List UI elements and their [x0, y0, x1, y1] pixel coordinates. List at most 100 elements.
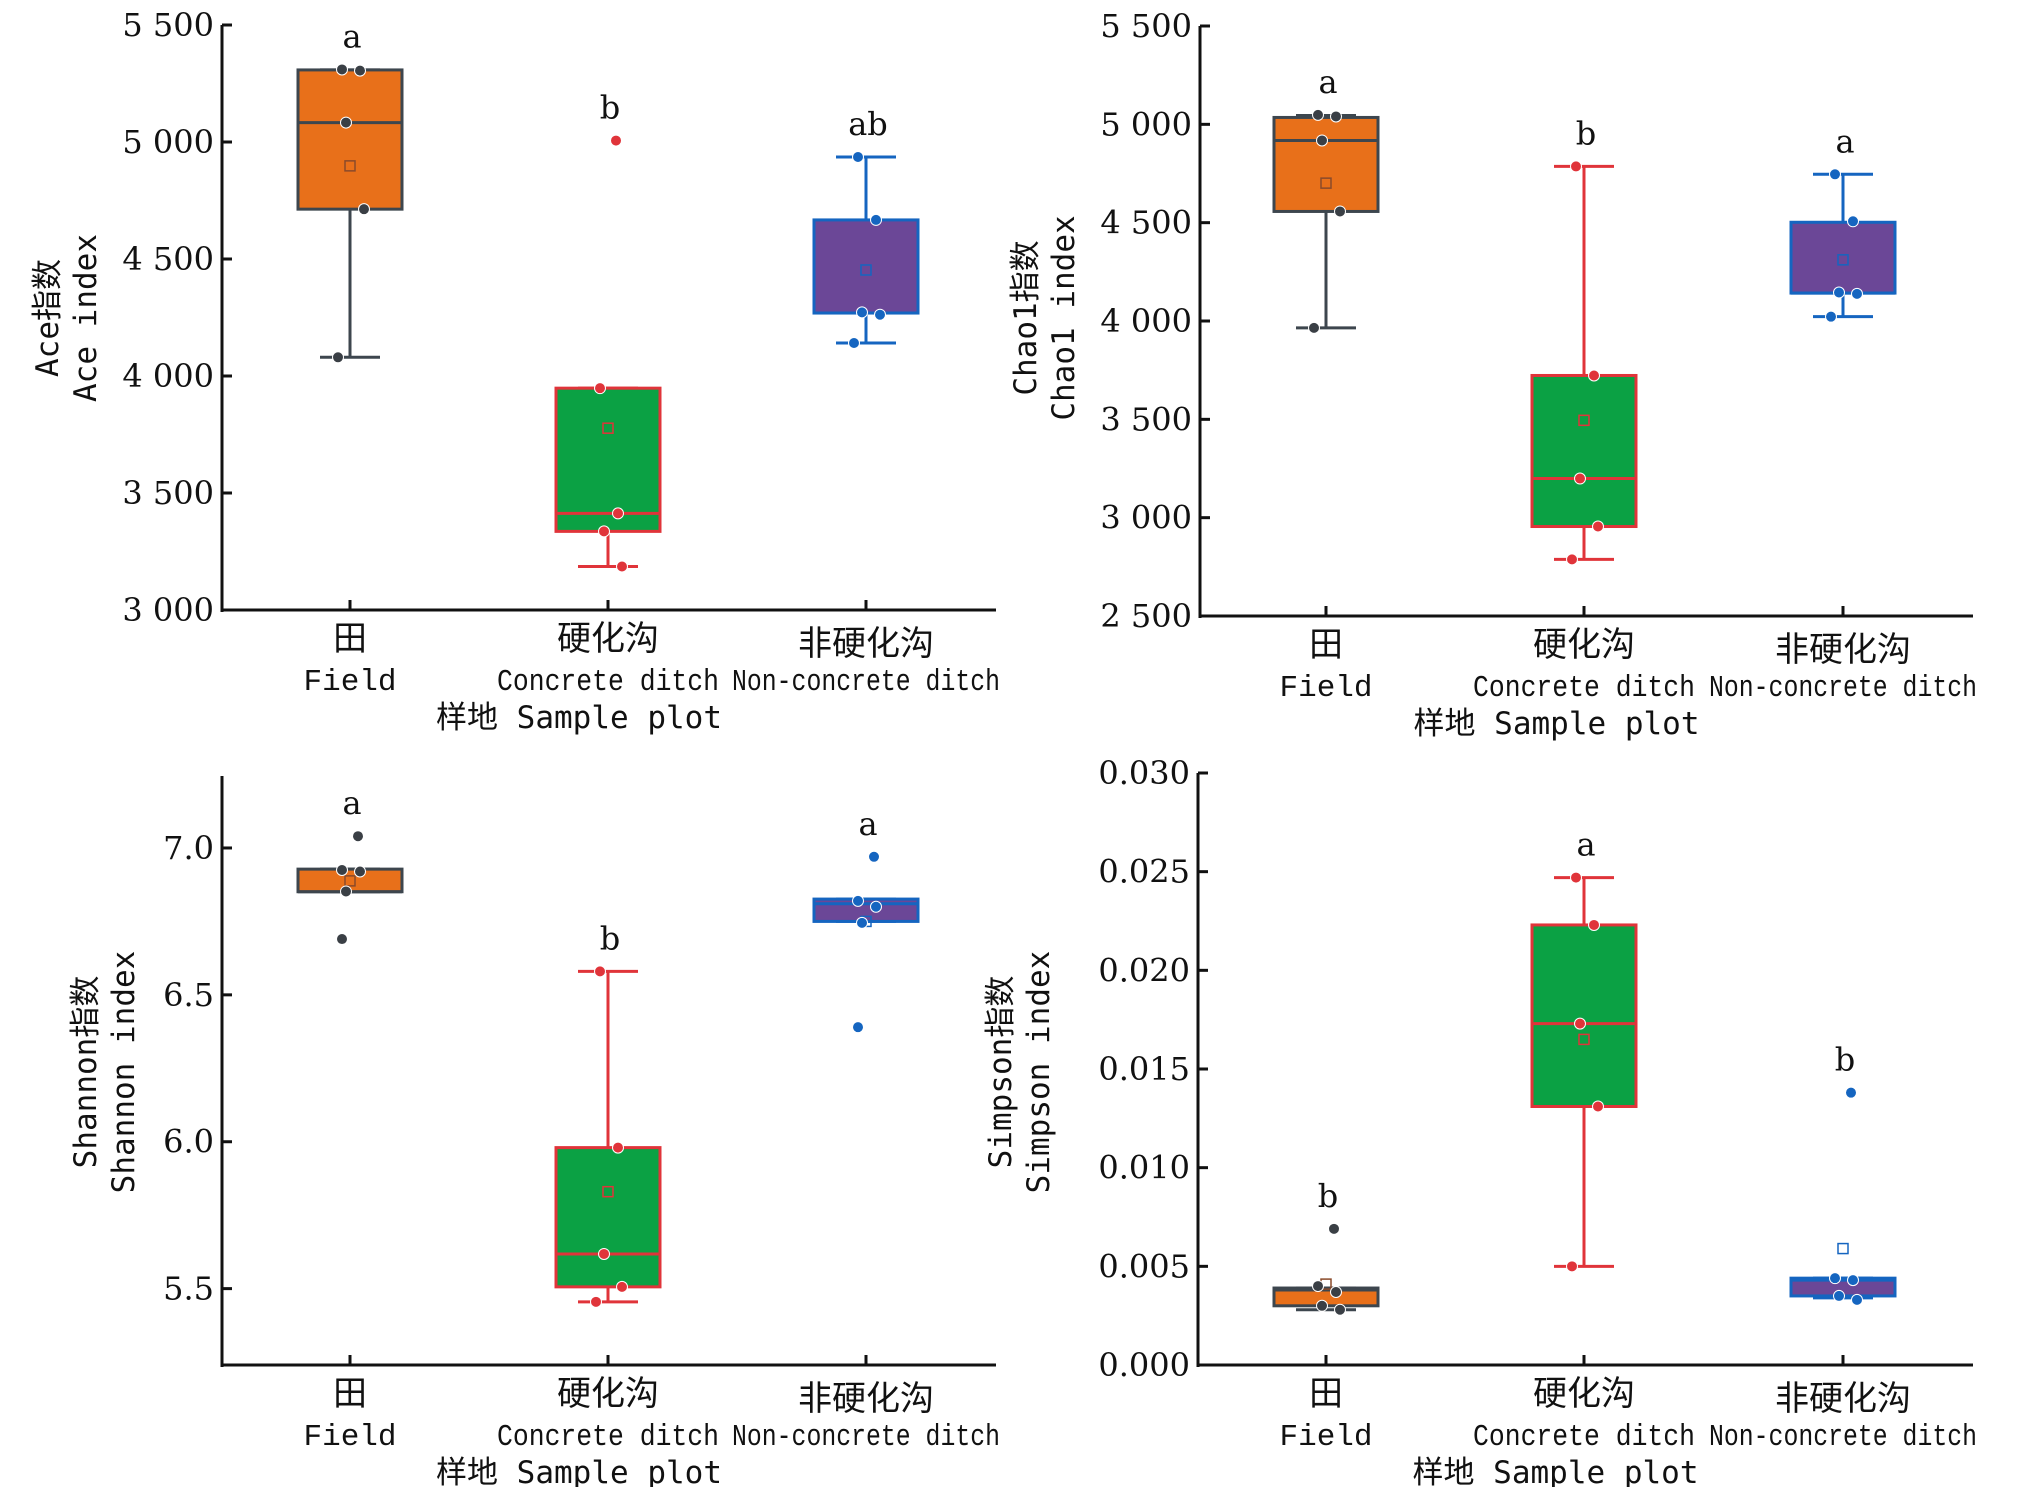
- chart-panel-ace-index: 3 000 3 500 4 000 4 500 5 000 5 500 Ace指数 Ace i…: [30, 6, 1000, 736]
- box-non-concrete-ditch: a: [1789, 122, 1897, 323]
- data-point: [852, 150, 864, 163]
- mean-marker: [1320, 177, 1332, 189]
- box-iqr: [554, 386, 662, 533]
- y-tick-label: 4 000: [122, 357, 214, 395]
- data-point: [336, 864, 348, 877]
- y-tick-label: 5 000: [122, 123, 214, 161]
- y-axis-title-en: Chao1 index: [1046, 215, 1082, 420]
- mean-marker: [1837, 1242, 1849, 1255]
- y-axis-title-cn: Ace指数: [30, 259, 66, 377]
- data-point: [1566, 1260, 1578, 1273]
- data-point: [612, 507, 624, 520]
- significance-letter: a: [342, 784, 361, 822]
- data-point: [594, 965, 606, 978]
- data-point: [1308, 321, 1320, 334]
- significance-letter: b: [600, 89, 620, 127]
- x-tick-label-cn: 非硬化沟: [1775, 1379, 1911, 1419]
- box-iqr: [1789, 220, 1897, 295]
- x-tick-label-en: Field: [303, 1420, 396, 1455]
- significance-letter: a: [1318, 63, 1337, 101]
- x-axis-title: 样地 Sample plot: [436, 700, 722, 736]
- outlier-point: [868, 850, 880, 863]
- data-point: [590, 1295, 602, 1308]
- box-concrete-ditch: b: [554, 919, 662, 1308]
- x-axis-title: 样地 Sample plot: [436, 1455, 722, 1487]
- box-iqr: [1530, 923, 1638, 1108]
- y-axis-title-en: Simpson index: [1021, 951, 1057, 1194]
- x-tick-label-en: Concrete ditch: [1473, 1420, 1695, 1455]
- box-iqr: [1530, 373, 1638, 529]
- box-field: a: [296, 17, 404, 364]
- data-point: [358, 203, 370, 216]
- chart-panel-shannon-index: 5.5 6.0 6.5 7.0 Shannon指数 Shannon index 田 Field…: [68, 776, 1000, 1487]
- box-concrete-ditch: b: [554, 89, 662, 573]
- data-point: [1312, 1280, 1324, 1293]
- x-tick-label-en: Concrete ditch: [497, 1420, 719, 1455]
- y-axis-title-cn: Shannon指数: [68, 976, 104, 1169]
- box-field: a: [296, 784, 404, 946]
- y-tick-label: 4 500: [1100, 204, 1192, 242]
- box-non-concrete-ditch: b: [1789, 1041, 1897, 1306]
- mean-marker: [344, 875, 356, 887]
- box-field: a: [1272, 63, 1380, 334]
- x-axis-title: 样地 Sample plot: [1413, 1455, 1699, 1487]
- y-tick-label: 0.015: [1098, 1050, 1190, 1088]
- x-tick-label-cn: 田: [1309, 625, 1343, 665]
- data-point: [340, 885, 352, 898]
- y-tick-label: 3 500: [122, 474, 214, 512]
- data-point: [1330, 1285, 1342, 1298]
- data-point: [1588, 918, 1600, 931]
- mean-marker: [1578, 414, 1590, 427]
- y-tick-label: 3 000: [122, 591, 214, 629]
- y-tick-label: 4 000: [1100, 302, 1192, 340]
- x-tick-label-cn: 田: [333, 1374, 367, 1414]
- y-axis-title-en: Ace index: [68, 234, 104, 402]
- data-point: [612, 1141, 624, 1154]
- mean-marker: [860, 264, 872, 276]
- y-tick-label: 5.5: [163, 1270, 214, 1308]
- data-point: [1574, 1017, 1586, 1030]
- x-tick-label-en: Non-concrete ditch: [1709, 671, 1977, 706]
- y-tick-label: 5 500: [1100, 7, 1192, 45]
- data-point: [1588, 369, 1600, 382]
- data-point: [1316, 1299, 1328, 1312]
- outlier-point: [352, 830, 364, 843]
- box-iqr: [812, 218, 920, 315]
- y-tick-label: 0.025: [1098, 853, 1190, 891]
- data-point: [1851, 1293, 1863, 1306]
- y-tick-label: 2 500: [1100, 597, 1192, 635]
- data-point: [1570, 871, 1582, 884]
- data-point: [1833, 1289, 1845, 1302]
- y-tick-label: 3 000: [1100, 499, 1192, 537]
- data-point: [354, 64, 366, 77]
- data-point: [1330, 110, 1342, 123]
- y-tick-label: 0.005: [1098, 1247, 1190, 1285]
- chart-panel-chao1-index: 2 500 3 000 3 500 4 000 4 500 5 000 5 500 Chao1…: [1008, 7, 1977, 742]
- data-point: [870, 900, 882, 913]
- significance-letter: ab: [848, 105, 888, 143]
- x-tick-label-cn: 非硬化沟: [1775, 630, 1911, 670]
- y-axis-title-cn: Simpson指数: [983, 976, 1019, 1169]
- outlier-point: [1328, 1222, 1340, 1235]
- mean-marker: [1837, 254, 1849, 266]
- outlier-point: [1845, 1086, 1857, 1099]
- outlier-point: [852, 1021, 864, 1034]
- x-tick-label-cn: 硬化沟: [1533, 625, 1635, 665]
- data-point: [1847, 215, 1859, 228]
- data-point: [852, 894, 864, 907]
- data-point: [848, 337, 860, 350]
- x-tick-label-en: Concrete ditch: [497, 665, 719, 700]
- data-point: [616, 560, 628, 573]
- data-point: [1312, 108, 1324, 121]
- y-axis-title-en: Shannon index: [106, 951, 142, 1194]
- significance-letter: a: [1576, 826, 1595, 864]
- data-point: [594, 382, 606, 395]
- data-point: [1847, 1274, 1859, 1287]
- x-tick-label-cn: 非硬化沟: [798, 624, 934, 664]
- data-point: [1825, 310, 1837, 323]
- y-tick-label: 0.010: [1098, 1149, 1190, 1187]
- data-point: [332, 351, 344, 364]
- significance-letter: a: [858, 805, 877, 843]
- mean-marker: [602, 422, 614, 434]
- chart-panel-simpson-index: 0.000 0.005 0.010 0.015 0.020 0.025 0.030 Simps…: [983, 754, 1977, 1487]
